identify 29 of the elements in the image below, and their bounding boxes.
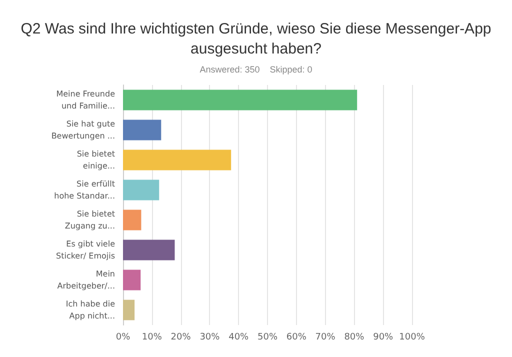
x-tick-label: 60% bbox=[286, 332, 307, 342]
x-tick-label: 50% bbox=[257, 332, 278, 342]
y-tick-label: Sie bietet einige... bbox=[76, 150, 115, 170]
chart-subtitle: Answered: 350 Skipped: 0 bbox=[200, 64, 312, 74]
bar bbox=[123, 240, 175, 260]
x-tick-label: 30% bbox=[200, 332, 220, 342]
bar bbox=[123, 120, 162, 140]
y-tick-label: Es gibt viele Sticker/ Emojis bbox=[56, 240, 116, 260]
y-tick-label: Sie hat gute Bewertungen ... bbox=[51, 120, 116, 140]
y-tick-label: Ich habe die App nicht... bbox=[66, 300, 116, 320]
x-tick-label: 40% bbox=[228, 332, 250, 342]
y-tick-label: Mein Arbeitgeber/... bbox=[57, 270, 115, 290]
x-tick-label: 20% bbox=[170, 332, 192, 342]
x-tick-label: 90% bbox=[373, 332, 394, 342]
bar bbox=[123, 180, 160, 200]
bar bbox=[123, 150, 232, 170]
bar bbox=[123, 210, 142, 230]
x-tick-label: 70% bbox=[315, 332, 336, 342]
bar bbox=[123, 90, 358, 110]
bar bbox=[123, 270, 141, 290]
x-tick-label: 0% bbox=[116, 332, 131, 342]
x-tick-label: 100% bbox=[399, 332, 426, 342]
chart-title: Q2 Was sind Ihre wichtigsten Gründe, wieso Sie diese Messenger-App ausgesucht haben? bbox=[20, 20, 492, 58]
x-tick-label: 10% bbox=[142, 332, 162, 342]
x-tick-label: 80% bbox=[344, 332, 365, 342]
y-tick-label: Sie erfüllt hohe Standar... bbox=[54, 180, 115, 200]
y-tick-label: Sie bietet Zugang zu... bbox=[64, 210, 115, 230]
bar bbox=[123, 300, 135, 320]
y-tick-label: Meine Freunde und Familie... bbox=[56, 90, 116, 110]
